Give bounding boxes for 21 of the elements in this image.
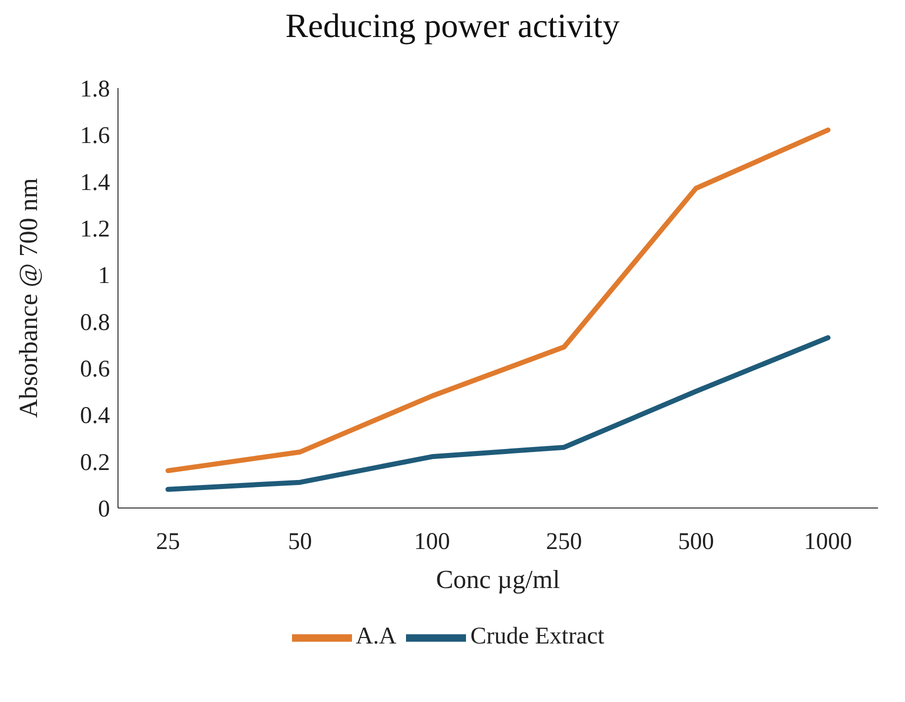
chart-title: Reducing power activity [284, 8, 621, 47]
x-tick-label: 50 [288, 529, 312, 556]
y-tick-label: 1.8 [80, 76, 110, 103]
y-tick-label: 0.4 [80, 403, 110, 430]
y-tick-label: 1.6 [80, 123, 110, 150]
y-axis-title: Absorbance @ 700 nm [14, 178, 44, 418]
x-tick-label: 100 [414, 529, 450, 556]
legend-label: Crude Extract [470, 624, 604, 650]
y-tick-label: 1.2 [80, 216, 110, 243]
x-tick-label: 25 [156, 529, 180, 556]
y-tick-label: 0 [98, 496, 110, 523]
x-tick-label: 500 [678, 529, 714, 556]
y-tick-label: 0.8 [80, 310, 110, 336]
x-tick-label: 1000 [804, 529, 852, 556]
y-tick-label: 1 [98, 263, 110, 290]
x-tick-label: 250 [546, 529, 582, 556]
legend-label: A.A [356, 624, 396, 650]
x-axis-title: Conc µg/ml [436, 565, 560, 594]
y-tick-label: 0.6 [80, 356, 110, 383]
y-tick-label: 0.2 [80, 450, 110, 476]
y-tick-label: 1.4 [80, 170, 110, 196]
